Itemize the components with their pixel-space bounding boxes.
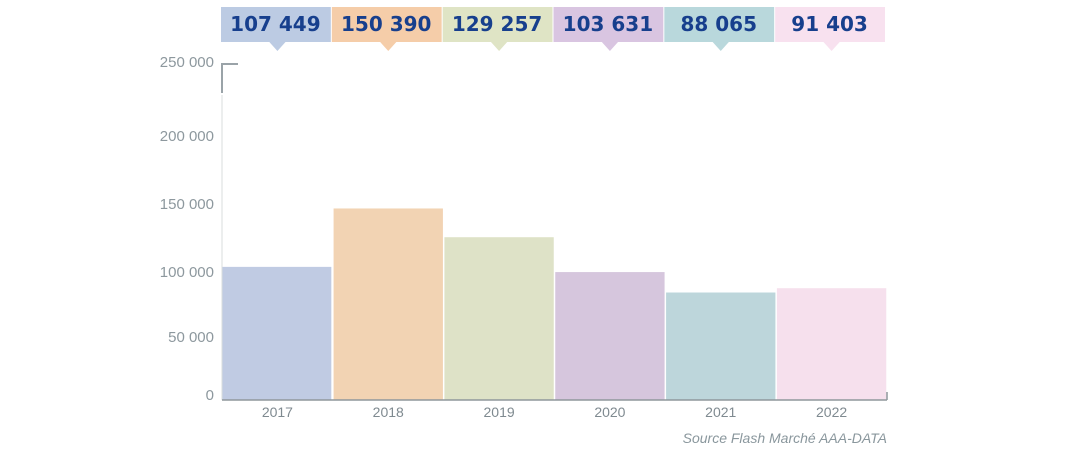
value-label-pointer-2018	[379, 41, 398, 51]
bar-2022	[776, 288, 887, 400]
y-tick-label: 100 000	[160, 264, 214, 281]
value-label-box-2020	[553, 7, 664, 42]
x-tick-label-2022: 2022	[816, 404, 847, 420]
value-label-pointer-2020	[600, 41, 619, 51]
value-label-2022: 91 403	[791, 12, 868, 36]
bars-layer	[222, 208, 887, 400]
value-label-pointer-2019	[490, 41, 509, 51]
bar-2019	[444, 237, 554, 400]
source-note: Source Flash Marché AAA-DATA	[683, 430, 887, 446]
value-label-box-2018	[331, 7, 442, 42]
value-label-box-2017	[221, 7, 331, 42]
y-tick-labels: 0 50 000 100 000 150 000 200 000 250 000	[160, 54, 214, 404]
x-tick-label-2020: 2020	[594, 404, 625, 420]
bar-2018	[333, 208, 443, 400]
value-label-pointer-2017	[268, 41, 287, 51]
y-tick-label: 200 000	[160, 128, 214, 145]
y-tick-label: 250 000	[160, 54, 214, 71]
value-label-pointer-2022	[822, 41, 841, 51]
axes-layer	[221, 63, 888, 401]
bar-2017	[222, 266, 332, 400]
value-label-box-2021	[664, 7, 775, 42]
value-label-2018: 150 390	[341, 12, 431, 36]
value-label-2020: 103 631	[563, 12, 653, 36]
x-tick-label-2019: 2019	[484, 404, 515, 420]
bar-2020	[555, 272, 665, 400]
value-label-box-2019	[442, 7, 553, 42]
y-tick-label: 0	[206, 387, 214, 404]
y-tick-label: 50 000	[168, 329, 214, 346]
x-tick-label-2018: 2018	[373, 404, 404, 420]
value-label-2019: 129 257	[452, 12, 542, 36]
value-label-2017: 107 449	[230, 12, 320, 36]
value-labels-layer: 107 449 150 390 129 257 103 631 88 065 91 403	[221, 7, 885, 51]
bar-2021	[666, 292, 776, 400]
value-label-pointer-2021	[711, 41, 730, 51]
value-label-box-2022	[775, 7, 885, 42]
x-tick-labels: 2017 2018 2019 2020 2021 2022	[262, 404, 848, 420]
value-label-2021: 88 065	[680, 12, 757, 36]
x-tick-label-2021: 2021	[705, 404, 736, 420]
x-tick-label-2017: 2017	[262, 404, 293, 420]
y-axis-bracket	[221, 63, 238, 93]
y-tick-label: 150 000	[160, 196, 214, 213]
